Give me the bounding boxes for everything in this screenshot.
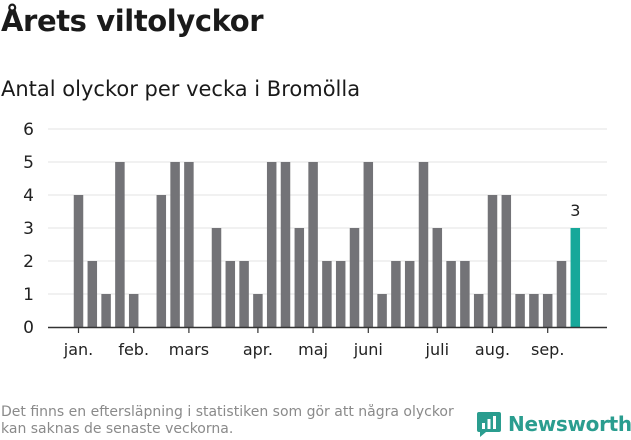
chart-subtitle: Antal olyckor per vecka i Bromölla [1,77,361,101]
y-tick-label: 4 [23,186,34,206]
bar [322,261,332,327]
bar [418,162,429,327]
bar [391,261,401,327]
x-tick-label: juli [425,340,449,359]
bar [473,294,484,327]
bar [460,261,470,327]
brand-name: Newsworthy [508,412,631,436]
newsworthy-logo-icon [477,412,501,437]
y-tick-label: 2 [23,252,34,272]
bar [363,162,374,327]
bar [170,162,180,327]
y-tick-label: 0 [23,318,34,338]
x-tick-label: maj [298,340,328,359]
bar [529,294,539,327]
bar [184,162,194,327]
bar [446,261,456,327]
bar [128,294,139,327]
bar [156,195,167,327]
y-tick-label: 1 [23,285,34,305]
bar [501,195,512,327]
bar [211,228,222,327]
data-label: 3 [570,201,580,220]
y-tick-label: 6 [23,120,34,140]
y-tick-label: 3 [23,219,34,239]
bar [377,294,387,327]
bar [404,261,415,327]
bar [542,294,553,327]
bar [87,261,98,327]
bar [515,294,525,327]
bar [115,162,125,327]
bar [487,195,498,327]
chart-title: Årets viltolyckor [1,4,264,38]
bar [253,294,263,327]
footnote: Det finns en eftersläpning i statistiken… [1,404,454,437]
x-tick-label: feb. [118,340,149,359]
bar [225,261,236,327]
bar [335,261,346,327]
x-tick-label: jan. [63,340,93,359]
bar [432,228,443,327]
bar [73,195,84,327]
bar [280,162,291,327]
y-tick-label: 5 [23,153,34,173]
bar [239,261,249,327]
bar-chart: 0 1 2 3 4 5 6 3 jan. feb. mars apr. maj juni juli aug. s… [23,120,607,359]
bar [556,261,567,327]
bar [101,294,111,327]
bar [266,162,277,327]
brand: Newsworthy [476,408,631,440]
x-tick-label: aug. [475,340,510,359]
bar [308,162,318,327]
bar [349,228,360,327]
x-tick-label: mars [169,340,209,359]
x-tick-label: sep. [531,340,564,359]
x-tick-label: juni [353,340,383,359]
bar-highlight [570,228,581,327]
bar [294,228,305,327]
x-tick-label: apr. [243,340,273,359]
